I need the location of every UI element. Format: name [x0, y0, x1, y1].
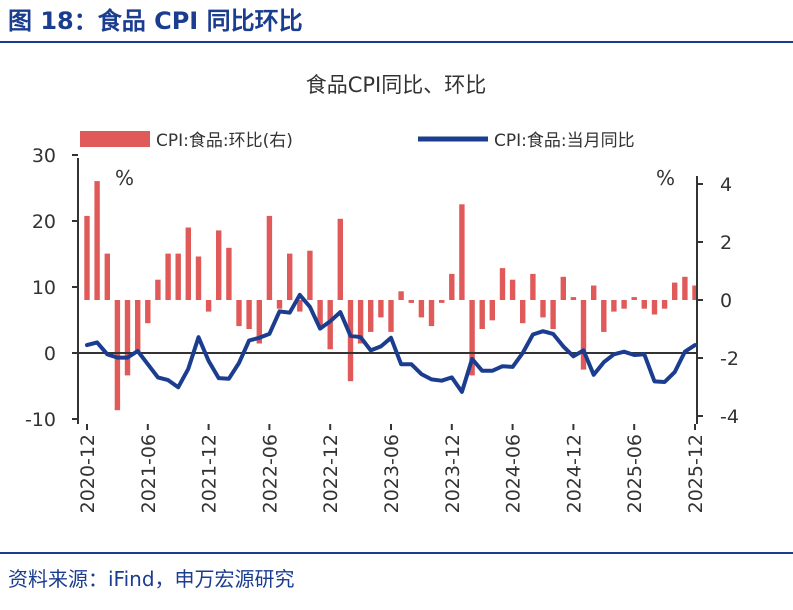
- left-tick-label: 20: [32, 211, 56, 233]
- bar-mom-2023-11: [439, 300, 445, 303]
- bar-mom-2021-03: [114, 300, 121, 411]
- bar-mom-2025-08: [651, 300, 658, 315]
- chart: 食品CPI同比、环比 CPI:食品:环比(右) CPI:食品:当月同比 3020…: [25, 73, 739, 513]
- bar-mom-2022-01: [216, 230, 222, 300]
- bar-series: [84, 181, 698, 411]
- bar-mom-2022-10: [307, 250, 313, 300]
- bar-mom-2024-04: [489, 300, 495, 321]
- x-tick-label: 2022-12: [320, 434, 342, 513]
- bar-mom-2024-10: [550, 300, 556, 329]
- x-tick-label: 2023-06: [381, 434, 403, 513]
- left-tick-label: -10: [25, 409, 56, 431]
- right-tick-label: -4: [720, 406, 739, 428]
- bar-mom-2025-12: [692, 285, 698, 300]
- bar-mom-2021-09: [175, 253, 181, 300]
- bar-mom-2021-11: [195, 256, 202, 300]
- bar-mom-2020-12: [84, 215, 90, 300]
- x-tick-label: 2025-12: [685, 434, 707, 513]
- left-tick-label: 10: [32, 277, 56, 299]
- bar-mom-2023-08: [408, 300, 414, 303]
- bar-mom-2021-08: [165, 253, 171, 300]
- legend-line-label: CPI:食品:当月同比: [494, 131, 635, 151]
- source-note: 资料来源：iFind，申万宏源研究: [8, 567, 295, 591]
- right-tick-label: -2: [720, 348, 739, 370]
- bar-mom-2025-06: [631, 297, 637, 300]
- bar-mom-2022-04: [246, 300, 252, 329]
- bottom-divider: [0, 552, 793, 554]
- right-tick-label: 2: [720, 232, 732, 254]
- bar-mom-2021-07: [155, 279, 161, 300]
- bar-mom-2023-05: [378, 300, 384, 318]
- bar-mom-2022-05: [256, 300, 262, 344]
- bar-mom-2021-06: [145, 300, 151, 324]
- bar-mom-2023-12: [449, 273, 455, 300]
- x-tick-label: 2021-12: [199, 434, 221, 513]
- right-tick-label: 4: [720, 174, 732, 196]
- bar-mom-2021-05: [135, 300, 141, 353]
- bar-mom-2024-06: [509, 279, 516, 300]
- bar-mom-2023-09: [418, 300, 425, 318]
- x-tick-label: 2024-12: [563, 434, 585, 513]
- bar-mom-2021-02: [104, 253, 110, 300]
- bar-mom-2023-04: [368, 300, 374, 332]
- bar-mom-2024-11: [560, 276, 566, 300]
- legend-bar-label: CPI:食品:环比(右): [156, 131, 293, 151]
- bar-mom-2025-09: [661, 300, 668, 309]
- x-tick-label: 2025-06: [624, 434, 646, 513]
- bar-mom-2024-09: [540, 300, 546, 318]
- bar-mom-2024-07: [520, 300, 526, 324]
- right-axis-unit: %: [656, 166, 675, 190]
- bar-mom-2022-02: [226, 247, 232, 300]
- x-tick-label: 2020-12: [77, 434, 99, 513]
- bar-mom-2025-02: [591, 285, 597, 300]
- bar-mom-2024-01: [459, 204, 465, 300]
- bar-mom-2023-06: [388, 300, 394, 332]
- left-tick-label: 0: [44, 343, 56, 365]
- bar-mom-2023-01: [337, 218, 343, 300]
- legend-bar-swatch: [80, 131, 150, 147]
- bar-mom-2021-01: [94, 181, 100, 300]
- bar-mom-2022-09: [297, 300, 303, 312]
- bar-mom-2025-04: [611, 300, 617, 312]
- bar-mom-2025-03: [601, 300, 607, 332]
- bar-mom-2023-03: [357, 300, 364, 344]
- bar-mom-2021-04: [124, 300, 131, 376]
- bar-mom-2023-02: [347, 300, 354, 382]
- x-tick-label: 2024-06: [503, 434, 525, 513]
- bar-mom-2021-10: [185, 227, 191, 300]
- bar-mom-2022-07: [276, 300, 283, 309]
- bar-mom-2022-03: [236, 300, 242, 327]
- bar-mom-2021-12: [205, 300, 212, 312]
- x-tick-label: 2022-06: [259, 434, 281, 513]
- bar-mom-2024-12: [570, 297, 577, 300]
- chart-title: 食品CPI同比、环比: [306, 73, 487, 97]
- bar-mom-2022-11: [317, 300, 323, 327]
- bar-mom-2025-07: [641, 300, 647, 309]
- figure-title: 图 18：食品 CPI 同比环比: [8, 7, 303, 35]
- bar-mom-2023-07: [398, 291, 404, 300]
- right-tick-label: 0: [720, 290, 732, 312]
- bar-mom-2024-03: [479, 300, 485, 329]
- bar-mom-2025-10: [672, 282, 678, 300]
- x-tick-label: 2023-12: [442, 434, 464, 513]
- bar-mom-2024-02: [469, 300, 475, 376]
- bar-mom-2023-10: [428, 300, 435, 327]
- left-tick-label: 30: [32, 145, 56, 167]
- bar-mom-2022-08: [287, 253, 293, 300]
- bar-mom-2022-12: [327, 300, 333, 350]
- bar-mom-2025-05: [621, 300, 627, 309]
- bar-mom-2025-01: [580, 300, 587, 370]
- bar-mom-2024-08: [530, 273, 536, 300]
- top-divider: [0, 41, 793, 43]
- left-axis-unit: %: [115, 166, 134, 190]
- bar-mom-2025-11: [682, 276, 688, 300]
- bar-mom-2022-06: [266, 215, 273, 300]
- bar-mom-2024-05: [499, 268, 506, 300]
- line-series-yoy: [85, 292, 697, 394]
- x-tick-label: 2021-06: [138, 434, 160, 513]
